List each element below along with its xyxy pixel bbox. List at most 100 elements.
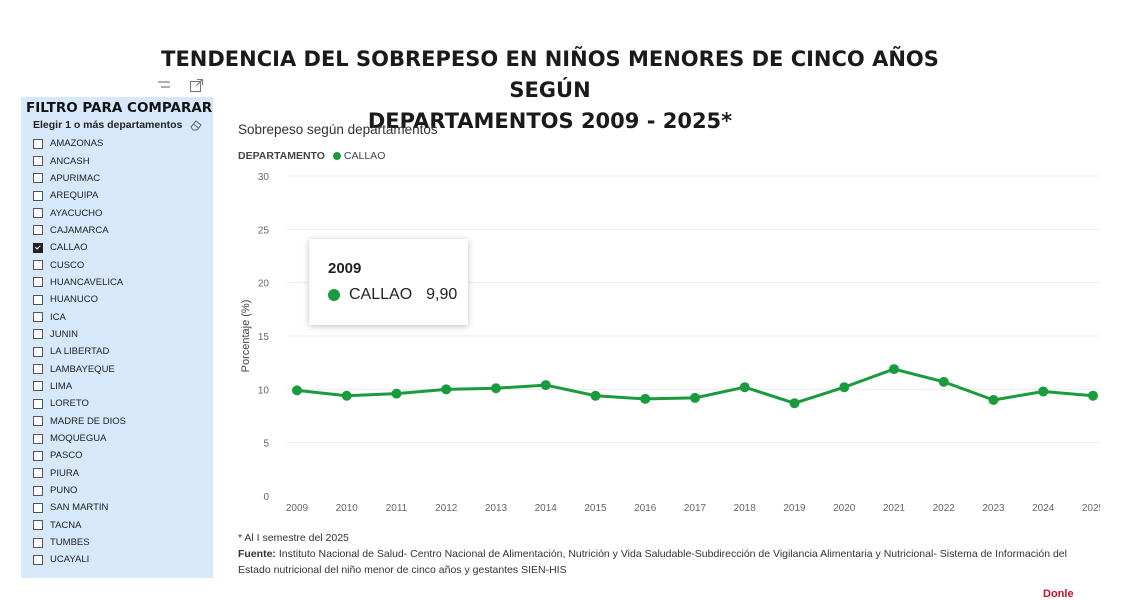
x-tick-label: 2016: [634, 503, 657, 514]
filter-checkbox[interactable]: [33, 208, 43, 219]
filter-item-label: LIMA: [50, 380, 73, 392]
filter-checkbox[interactable]: [33, 381, 43, 392]
filter-item-moquegua[interactable]: MOQUEGUA: [33, 430, 126, 447]
filter-checkbox[interactable]: [33, 260, 43, 271]
tooltip-marker: [328, 289, 340, 301]
data-point-2018[interactable]: [739, 382, 750, 393]
filter-checkbox[interactable]: [33, 225, 43, 236]
filter-item-cusco[interactable]: CUSCO: [33, 256, 126, 273]
data-point-2021[interactable]: [889, 364, 899, 375]
legend-marker: [332, 152, 341, 160]
y-axis-label: Porcentaje (%): [240, 300, 252, 373]
filter-item-loreto[interactable]: LORETO: [33, 395, 126, 412]
data-point-2012[interactable]: [441, 384, 452, 395]
data-point-2014[interactable]: [540, 380, 551, 391]
x-tick-label: 2015: [584, 503, 607, 514]
filter-item-madre-de-dios[interactable]: MADRE DE DIOS: [33, 413, 126, 430]
x-tick-label: 2013: [485, 503, 508, 514]
filter-checkbox[interactable]: [33, 554, 43, 565]
filter-item-tumbes[interactable]: TUMBES: [33, 534, 126, 551]
filter-checkbox[interactable]: [33, 502, 43, 513]
data-point-2024[interactable]: [1038, 386, 1049, 397]
filter-item-label: JUNIN: [50, 328, 78, 340]
data-point-2015[interactable]: [590, 390, 601, 401]
x-tick-label: 2023: [982, 503, 1005, 514]
filter-checkbox[interactable]: [33, 277, 43, 288]
filter-checkbox[interactable]: [33, 242, 43, 253]
filter-item-cajamarca[interactable]: CAJAMARCA: [33, 222, 126, 239]
filter-item-label: MOQUEGUA: [50, 433, 107, 445]
legend-entry-callao[interactable]: CALLAO: [343, 150, 386, 162]
filter-checkbox[interactable]: [33, 312, 43, 323]
filter-item-san-martin[interactable]: SAN MARTIN: [33, 499, 126, 516]
legend-title: DEPARTAMENTO: [238, 150, 325, 162]
footnote: * Al I semestre del 2025: [238, 532, 349, 544]
filter-item-tacna[interactable]: TACNA: [33, 517, 126, 534]
filter-checkbox[interactable]: [33, 138, 43, 149]
filter-item-ayacucho[interactable]: AYACUCHO: [33, 204, 126, 221]
filter-checkbox[interactable]: [33, 329, 43, 340]
source-note: Fuente: Instituto Nacional de Salud- Cen…: [238, 546, 1098, 578]
menu-lines-icon[interactable]: [155, 76, 173, 94]
filter-checkbox[interactable]: [33, 190, 43, 201]
data-point-2009[interactable]: [292, 385, 302, 396]
filter-checkbox[interactable]: [33, 346, 43, 357]
filter-item-ica[interactable]: ICA: [33, 308, 126, 325]
data-point-2010[interactable]: [341, 390, 352, 401]
data-point-2022[interactable]: [938, 376, 949, 387]
x-tick-label: 2010: [336, 503, 359, 514]
filter-item-la-libertad[interactable]: LA LIBERTAD: [33, 343, 126, 360]
eraser-icon[interactable]: [189, 118, 203, 132]
filter-item-arequipa[interactable]: AREQUIPA: [33, 187, 126, 204]
filter-item-label: LAMBAYEQUE: [50, 363, 115, 375]
filter-item-junin[interactable]: JUNIN: [33, 326, 126, 343]
filter-item-ancash[interactable]: ANCASH: [33, 152, 126, 169]
tooltip-series: CALLAO: [349, 286, 413, 303]
data-point-2023[interactable]: [988, 395, 999, 405]
x-tick-label: 2025: [1082, 503, 1100, 514]
filter-item-label: MADRE DE DIOS: [50, 415, 127, 427]
filter-item-label: ANCASH: [50, 155, 90, 167]
page-title-line1: TENDENCIA DEL SOBREPESO EN NIÑOS MENORES…: [161, 47, 939, 102]
filter-item-amazonas[interactable]: AMAZONAS: [33, 135, 126, 152]
filter-checkbox[interactable]: [33, 416, 43, 427]
filter-item-puno[interactable]: PUNO: [33, 482, 126, 499]
filter-checkbox[interactable]: [33, 450, 43, 461]
x-tick-label: 2019: [783, 503, 806, 514]
filter-item-pasco[interactable]: PASCO: [33, 447, 126, 464]
filter-checkbox[interactable]: [33, 520, 43, 531]
data-point-2013[interactable]: [491, 383, 501, 394]
filter-item-lambayeque[interactable]: LAMBAYEQUE: [33, 360, 126, 377]
filter-checkbox[interactable]: [33, 398, 43, 409]
filter-checkbox[interactable]: [33, 156, 43, 167]
data-point-2017[interactable]: [690, 392, 700, 403]
filter-item-label: CUSCO: [50, 259, 85, 271]
filter-item-huancavelica[interactable]: HUANCAVELICA: [33, 274, 126, 291]
filter-item-ucayali[interactable]: UCAYALI: [33, 551, 126, 568]
filter-checkbox[interactable]: [33, 485, 43, 496]
data-point-2025[interactable]: [1088, 390, 1098, 401]
filter-checkbox[interactable]: [33, 364, 43, 375]
filter-item-callao[interactable]: CALLAO: [33, 239, 126, 256]
page-title: TENDENCIA DEL SOBREPESO EN NIÑOS MENORES…: [120, 44, 980, 137]
department-filter: FILTRO PARA COMPARAR Elegir 1 o más depa…: [21, 97, 213, 578]
filter-item-piura[interactable]: PIURA: [33, 465, 126, 482]
data-point-2019[interactable]: [789, 398, 800, 409]
filter-item-huanuco[interactable]: HUANUCO: [33, 291, 126, 308]
data-point-2011[interactable]: [391, 388, 402, 399]
filter-item-label: ICA: [50, 311, 66, 323]
data-point-2016[interactable]: [640, 393, 651, 404]
filter-item-label: LA LIBERTAD: [50, 346, 110, 358]
filter-item-apurimac[interactable]: APURIMAC: [33, 170, 126, 187]
filter-checkbox[interactable]: [33, 537, 43, 548]
filter-checkbox[interactable]: [33, 468, 43, 479]
focus-mode-icon[interactable]: [187, 76, 205, 94]
filter-checkbox[interactable]: [33, 433, 43, 444]
filter-item-lima[interactable]: LIMA: [33, 378, 126, 395]
data-point-2020[interactable]: [839, 382, 850, 393]
x-tick-label: 2009: [286, 503, 309, 514]
filter-checkbox[interactable]: [33, 173, 43, 184]
filter-subtitle: Elegir 1 o más departamentos: [33, 119, 183, 131]
filter-checkbox[interactable]: [33, 294, 43, 305]
x-tick-label: 2020: [833, 503, 856, 514]
